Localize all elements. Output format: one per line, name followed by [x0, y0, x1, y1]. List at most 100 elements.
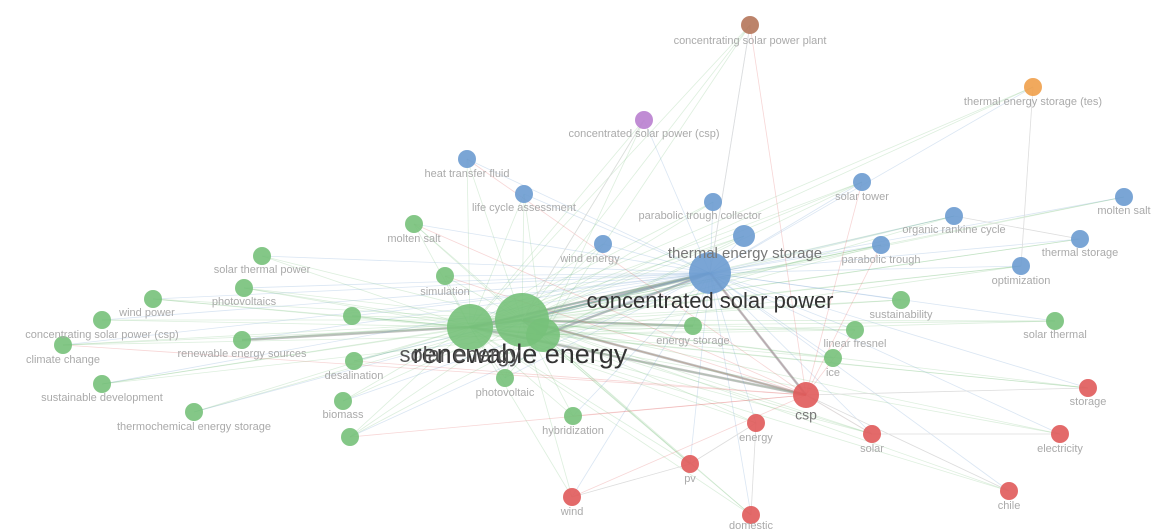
node: [1012, 257, 1030, 275]
node-label: csp: [795, 407, 817, 423]
node-label: linear fresnel: [824, 338, 887, 350]
node-label: renewable energy: [413, 339, 628, 369]
edge: [689, 422, 757, 465]
edge: [542, 325, 694, 336]
edge: [805, 394, 1010, 492]
edge: [523, 193, 711, 274]
node: [863, 425, 881, 443]
node: [405, 215, 423, 233]
edge: [709, 272, 834, 359]
edge: [342, 319, 523, 402]
nodes: [54, 16, 1133, 524]
edge: [709, 215, 955, 274]
edge: [521, 235, 745, 321]
edge: [572, 272, 711, 417]
edge: [709, 272, 807, 396]
edge: [521, 265, 1022, 321]
node-label: energy storage: [656, 335, 729, 347]
node: [1051, 425, 1069, 443]
node: [233, 331, 251, 349]
edge: [521, 24, 751, 321]
node: [563, 488, 581, 506]
edge: [444, 275, 807, 396]
labels: concentrating solar power plant thermal e…: [25, 35, 1150, 529]
node-label: pv: [684, 473, 696, 485]
edge: [521, 319, 834, 359]
edge: [241, 326, 471, 341]
edge: [571, 394, 807, 498]
edge: [709, 272, 752, 516]
node: [681, 455, 699, 473]
edge: [521, 238, 1081, 321]
node-label: solar thermal power: [214, 264, 311, 276]
edge: [101, 272, 711, 385]
edge: [542, 119, 645, 336]
node-label: thermochemical energy storage: [117, 421, 271, 433]
edge: [709, 244, 882, 274]
edge: [709, 86, 1034, 274]
edge: [342, 326, 471, 402]
node: [945, 207, 963, 225]
node-label: concentrated solar power (csp): [568, 128, 719, 140]
edge: [521, 86, 1034, 321]
edge: [571, 463, 691, 498]
node: [345, 352, 363, 370]
edge: [709, 272, 873, 435]
edge: [709, 265, 1022, 274]
edge: [521, 119, 645, 321]
edge: [542, 334, 752, 516]
edge: [469, 265, 1022, 328]
edge: [709, 272, 1089, 389]
edge: [709, 272, 902, 301]
edge: [542, 215, 955, 336]
edge: [521, 319, 1056, 322]
node-label: life cycle assessment: [472, 202, 576, 214]
node: [235, 279, 253, 297]
edge: [805, 387, 1089, 396]
node-label: parabolic trough collector: [639, 210, 762, 222]
edges: [62, 24, 1125, 516]
node-label: molten salt: [387, 233, 440, 245]
edge: [504, 272, 711, 379]
edge: [521, 319, 1061, 435]
edge: [349, 272, 711, 438]
edge: [469, 238, 1081, 328]
node: [144, 290, 162, 308]
edge: [351, 315, 523, 321]
node-label: concentrating solar power (csp): [25, 329, 178, 341]
edge: [469, 326, 573, 498]
edge: [709, 272, 1056, 322]
node-label: organic rankine cycle: [902, 224, 1005, 236]
node-label: biomass: [323, 409, 364, 421]
node-label: photovoltaic: [476, 387, 535, 399]
edge: [469, 119, 645, 328]
edge: [469, 326, 1010, 492]
edge: [953, 215, 1081, 240]
edge: [805, 181, 863, 396]
edge: [521, 319, 807, 396]
edge: [521, 319, 807, 396]
edge: [542, 334, 691, 465]
edge: [521, 201, 714, 321]
node-label: molten salt: [1097, 205, 1150, 217]
node-label: thermal storage: [1042, 247, 1118, 259]
node-label: climate change: [26, 354, 100, 366]
edge: [243, 272, 711, 289]
edge: [413, 223, 711, 274]
edge: [241, 325, 471, 342]
edge: [709, 272, 807, 396]
node-label: hybridization: [542, 425, 604, 437]
edge: [521, 318, 807, 397]
edge: [709, 272, 1061, 435]
node: [1071, 230, 1089, 248]
edge: [542, 265, 1022, 336]
edge: [469, 243, 604, 328]
node-label: solar tower: [835, 191, 889, 203]
edge: [709, 272, 757, 424]
node: [515, 185, 533, 203]
node: [689, 252, 731, 294]
node: [447, 304, 493, 350]
node: [1079, 379, 1097, 397]
edge: [749, 24, 807, 396]
node: [594, 235, 612, 253]
